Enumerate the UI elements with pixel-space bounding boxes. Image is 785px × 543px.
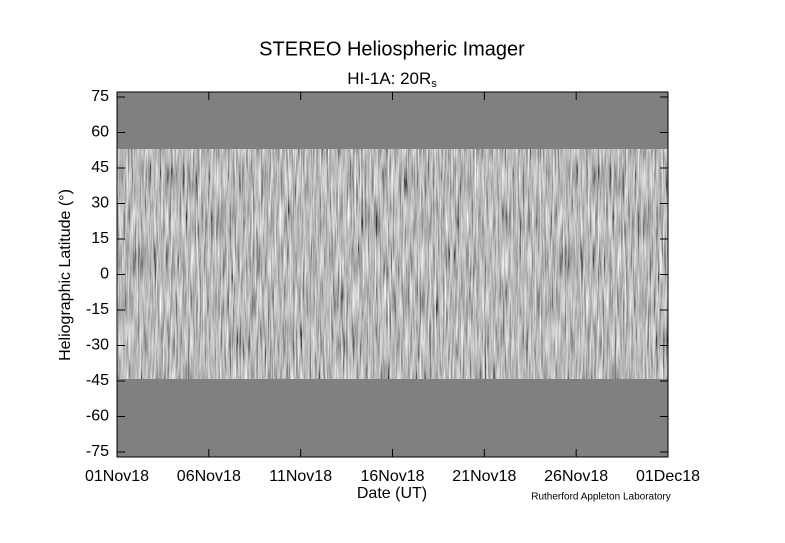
- x-tick-label: 01Dec18: [636, 468, 700, 485]
- chart-title: STEREO Heliospheric Imager: [259, 38, 525, 60]
- x-axis-label: Date (UT): [357, 485, 427, 502]
- y-tick-label: 0: [100, 266, 109, 283]
- plot-area: -75 -60 -45 -30 -15 0 15 30 45 60 75 01Nov18 06Nov18…: [85, 88, 700, 485]
- y-tick-label: 15: [91, 230, 109, 247]
- y-tick-label: 30: [91, 195, 109, 212]
- y-axis-label: Heliographic Latitude (°): [57, 189, 74, 361]
- subtitle-text: HI-1A: 20R: [347, 69, 431, 88]
- y-tick-label: 45: [91, 159, 109, 176]
- y-tick-label: -30: [86, 337, 109, 354]
- x-tick-label: 16Nov18: [360, 468, 424, 485]
- y-tick-label: 60: [91, 124, 109, 141]
- y-tick-label: -75: [86, 443, 109, 460]
- image-data: [117, 149, 668, 379]
- x-tick-label: 01Nov18: [85, 468, 149, 485]
- x-tick-label: 06Nov18: [177, 468, 241, 485]
- y-tick-label: -15: [86, 301, 109, 318]
- subtitle-subscript: s: [431, 78, 437, 90]
- y-tick-label: 75: [91, 88, 109, 105]
- y-tick-label: -45: [86, 372, 109, 389]
- y-tick-label: -60: [86, 408, 109, 425]
- x-tick-label: 11Nov18: [269, 468, 332, 485]
- credit: Rutherford Appleton Laboratory: [531, 492, 671, 503]
- x-tick-label: 21Nov18: [452, 468, 516, 485]
- x-tick-label: 26Nov18: [544, 468, 608, 485]
- chart-subtitle: HI-1A: 20Rs: [347, 69, 437, 89]
